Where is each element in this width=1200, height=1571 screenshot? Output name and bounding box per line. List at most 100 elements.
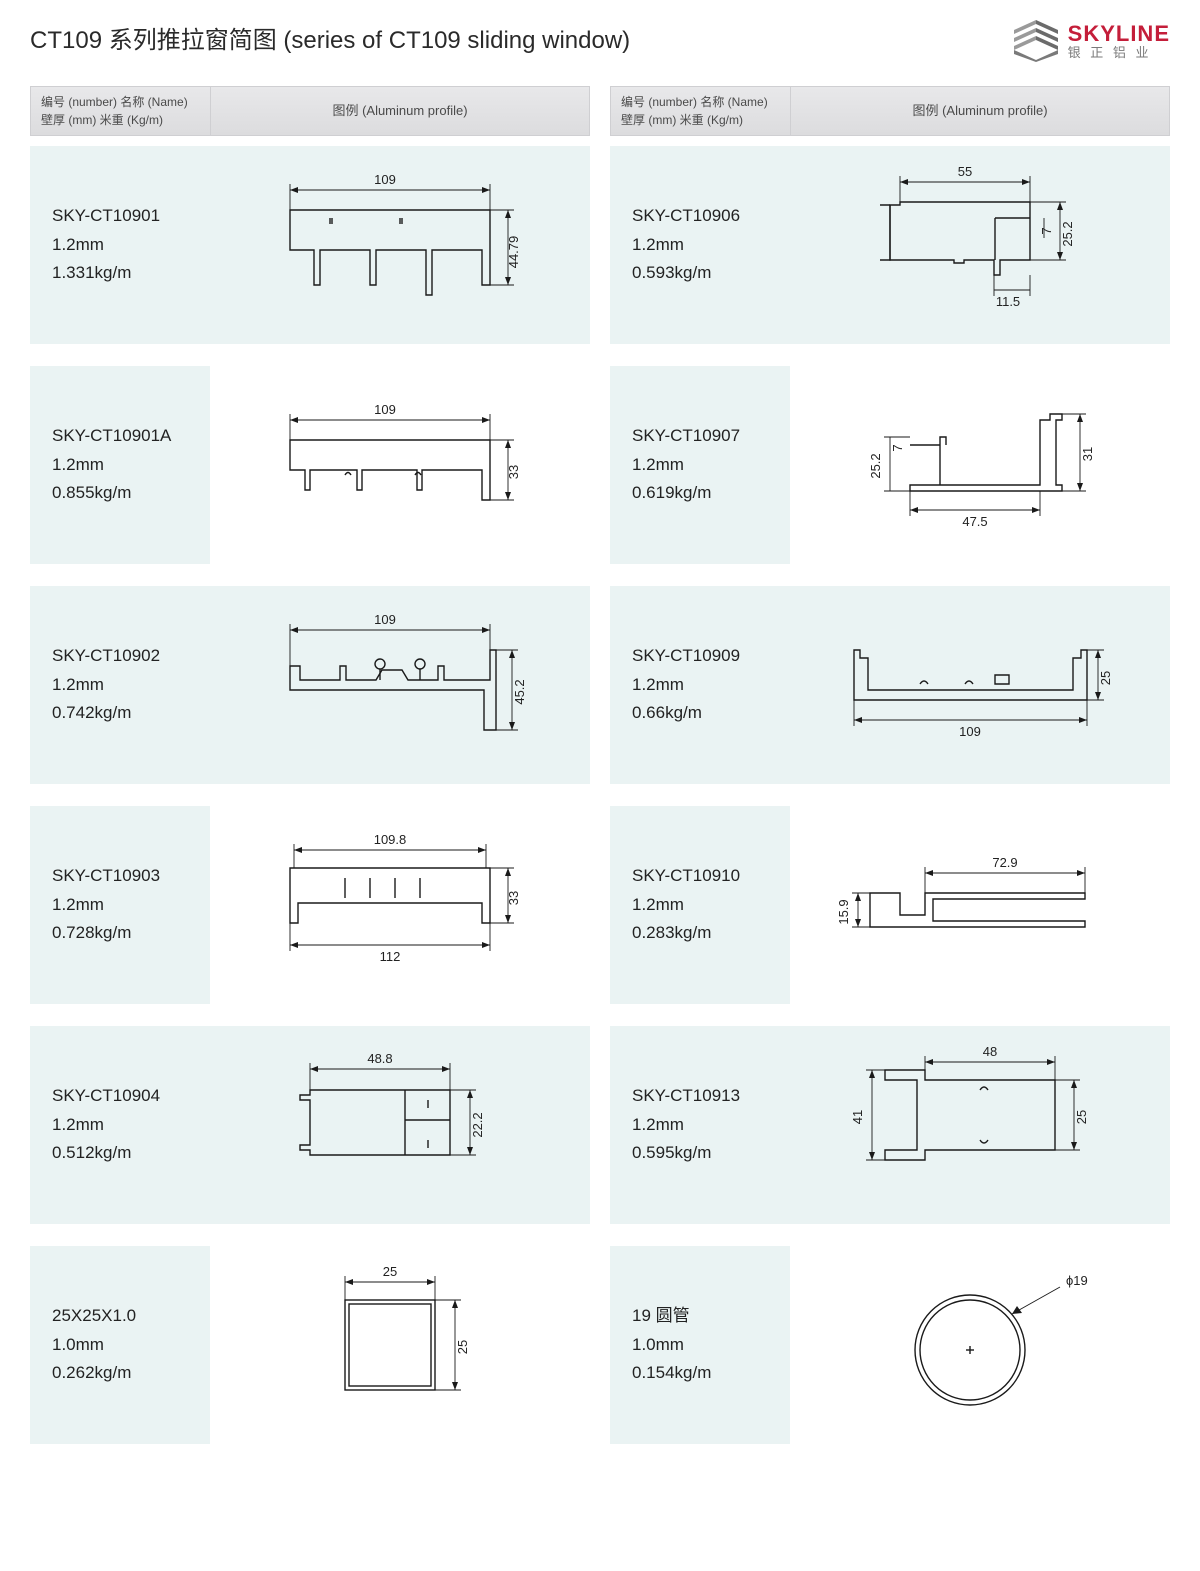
svg-text:112: 112 [380,949,401,964]
profile-row: SKY-CT10906 1.2mm 0.593kg/m 55 25.2 7 11 [610,146,1170,344]
profile-thickness: 1.2mm [52,891,210,920]
profile-thickness: 1.0mm [632,1331,790,1360]
profile-thickness: 1.2mm [632,891,790,920]
svg-text:109: 109 [374,612,396,627]
profile-diagram: 47.5 31 25.2 7 [790,366,1170,564]
svg-text:47.5: 47.5 [962,514,987,529]
profile-number: SKY-CT10901 [52,202,210,231]
header-line1: 编号 (number) 名称 (Name) [41,93,200,111]
svg-text:48.8: 48.8 [367,1051,392,1066]
svg-text:72.9: 72.9 [992,855,1017,870]
profile-info: SKY-CT10913 1.2mm 0.595kg/m [610,1026,790,1224]
profile-row: SKY-CT10907 1.2mm 0.619kg/m 47.5 31 25.2… [610,366,1170,564]
profile-diagram: 109 44.79 [210,146,590,344]
profile-thickness: 1.2mm [632,671,790,700]
profile-thickness: 1.2mm [52,451,210,480]
profile-number: SKY-CT10901A [52,422,210,451]
svg-text:25: 25 [455,1340,470,1354]
profile-info: SKY-CT10901A 1.2mm 0.855kg/m [30,366,210,564]
profile-info: SKY-CT10910 1.2mm 0.283kg/m [610,806,790,1004]
profile-weight: 0.593kg/m [632,259,790,288]
profile-weight: 0.728kg/m [52,919,210,948]
svg-text:25.2: 25.2 [868,453,883,478]
profile-info: SKY-CT10909 1.2mm 0.66kg/m [610,586,790,784]
svg-text:33: 33 [506,465,521,479]
profile-row: 25X25X1.0 1.0mm 0.262kg/m 25 25 [30,1246,590,1444]
profile-row: SKY-CT10902 1.2mm 0.742kg/m 109 45.2 [30,586,590,784]
brand-logo: SKYLINE 银 正 铝 业 [1012,20,1170,62]
svg-text:41: 41 [850,1110,865,1124]
profile-number: SKY-CT10906 [632,202,790,231]
header-labels: 编号 (number) 名称 (Name) 壁厚 (mm) 米重 (Kg/m) [610,86,790,136]
profile-row: SKY-CT10904 1.2mm 0.512kg/m 48.8 22.2 [30,1026,590,1224]
profile-thickness: 1.2mm [632,1111,790,1140]
header-line2: 壁厚 (mm) 米重 (Kg/m) [41,111,200,129]
profile-diagram: ϕ19 [790,1246,1170,1444]
column-header-left: 编号 (number) 名称 (Name) 壁厚 (mm) 米重 (Kg/m) … [30,86,590,136]
profile-row: SKY-CT10901A 1.2mm 0.855kg/m 109 33 [30,366,590,564]
profile-thickness: 1.0mm [52,1331,210,1360]
page-header: CT109 系列推拉窗简图 (series of CT109 sliding w… [30,20,1170,62]
profile-thickness: 1.2mm [52,671,210,700]
profile-weight: 0.66kg/m [632,699,790,728]
profile-diagram: 25 109 [790,586,1170,784]
logo-icon [1012,20,1060,62]
profile-number: SKY-CT10909 [632,642,790,671]
svg-text:25: 25 [1074,1110,1089,1124]
svg-text:44.79: 44.79 [506,236,521,269]
profile-diagram: 72.9 15.9 [790,806,1170,1004]
svg-text:45.2: 45.2 [512,679,527,704]
svg-text:33: 33 [506,891,521,905]
profile-diagram: 25 25 [210,1246,590,1444]
profile-row: SKY-CT10903 1.2mm 0.728kg/m 109.8 33 11 [30,806,590,1004]
profile-number: 19 圆管 [632,1302,790,1331]
profile-row: SKY-CT10913 1.2mm 0.595kg/m 48 41 25 [610,1026,1170,1224]
svg-text:48: 48 [983,1044,997,1059]
svg-text:109: 109 [374,402,396,417]
profile-info: 25X25X1.0 1.0mm 0.262kg/m [30,1246,210,1444]
profile-thickness: 1.2mm [632,451,790,480]
profile-row: SKY-CT10910 1.2mm 0.283kg/m 72.9 15.9 [610,806,1170,1004]
catalog-grid: 编号 (number) 名称 (Name) 壁厚 (mm) 米重 (Kg/m) … [30,86,1170,1466]
profile-number: SKY-CT10910 [632,862,790,891]
profile-thickness: 1.2mm [632,231,790,260]
svg-text:25.2: 25.2 [1060,221,1075,246]
profile-diagram: 48 41 25 [790,1026,1170,1224]
logo-text: SKYLINE 银 正 铝 业 [1068,22,1170,60]
profile-weight: 0.742kg/m [52,699,210,728]
profile-info: SKY-CT10907 1.2mm 0.619kg/m [610,366,790,564]
profile-row: SKY-CT10901 1.2mm 1.331kg/m 109 44.79 [30,146,590,344]
profile-weight: 0.595kg/m [632,1139,790,1168]
profile-thickness: 1.2mm [52,1111,210,1140]
profile-weight: 0.512kg/m [52,1139,210,1168]
profile-diagram: 48.8 22.2 [210,1026,590,1224]
svg-text:7: 7 [890,444,905,451]
profile-info: SKY-CT10904 1.2mm 0.512kg/m [30,1026,210,1224]
profile-weight: 0.619kg/m [632,479,790,508]
profile-number: SKY-CT10907 [632,422,790,451]
profile-weight: 0.262kg/m [52,1359,210,1388]
header-line1: 编号 (number) 名称 (Name) [621,93,780,111]
header-profile: 图例 (Aluminum profile) [790,86,1170,136]
svg-text:7: 7 [1039,227,1054,234]
column-header-right: 编号 (number) 名称 (Name) 壁厚 (mm) 米重 (Kg/m) … [610,86,1170,136]
profile-number: 25X25X1.0 [52,1302,210,1331]
profile-weight: 0.283kg/m [632,919,790,948]
profile-diagram: 55 25.2 7 11.5 [790,146,1170,344]
svg-text:22.2: 22.2 [470,1112,485,1137]
logo-sub: 银 正 铝 业 [1068,46,1170,60]
profile-info: SKY-CT10902 1.2mm 0.742kg/m [30,586,210,784]
svg-text:25: 25 [383,1264,397,1279]
profile-info: SKY-CT10903 1.2mm 0.728kg/m [30,806,210,1004]
profile-weight: 0.154kg/m [632,1359,790,1388]
profile-row: SKY-CT10909 1.2mm 0.66kg/m 25 109 [610,586,1170,784]
header-line2: 壁厚 (mm) 米重 (Kg/m) [621,111,780,129]
profile-weight: 0.855kg/m [52,479,210,508]
header-labels: 编号 (number) 名称 (Name) 壁厚 (mm) 米重 (Kg/m) [30,86,210,136]
profile-number: SKY-CT10902 [52,642,210,671]
svg-text:25: 25 [1098,671,1113,685]
profile-number: SKY-CT10913 [632,1082,790,1111]
svg-text:11.5: 11.5 [996,294,1020,309]
svg-text:31: 31 [1080,447,1095,461]
svg-text:55: 55 [958,164,972,179]
